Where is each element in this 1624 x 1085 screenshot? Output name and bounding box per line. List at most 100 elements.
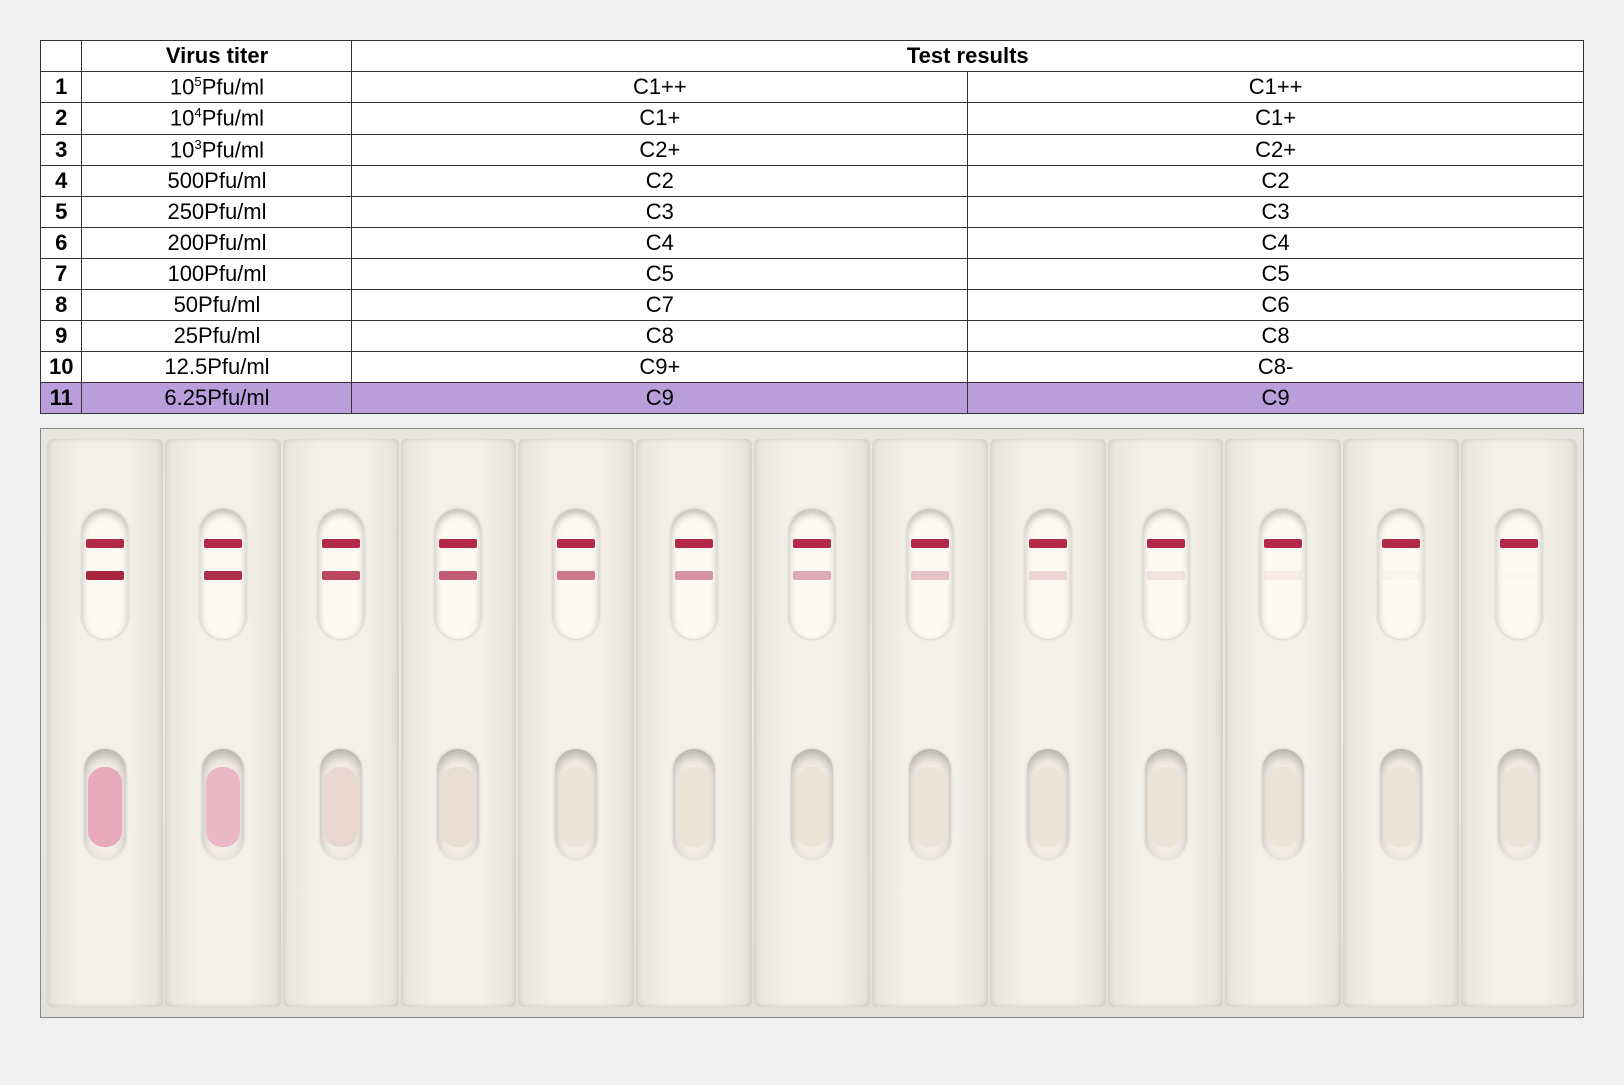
result-window [1025, 509, 1071, 639]
row-index: 8 [41, 289, 82, 320]
table-row: 850Pfu/mlC7C6 [41, 289, 1584, 320]
row-index: 4 [41, 165, 82, 196]
row-index: 5 [41, 196, 82, 227]
test-band [1147, 571, 1185, 580]
test-band [439, 571, 477, 580]
result-window [553, 509, 599, 639]
cell-virus-titer: 103Pfu/ml [82, 134, 352, 165]
control-band [86, 539, 124, 548]
table-row: 925Pfu/mlC8C8 [41, 320, 1584, 351]
sample-well-fill [1031, 767, 1065, 847]
test-strip [636, 439, 752, 1007]
cell-result-2: C2+ [968, 134, 1584, 165]
table-row: 6200Pfu/mlC4C4 [41, 227, 1584, 258]
sample-well [1380, 749, 1422, 859]
cell-virus-titer: 100Pfu/ml [82, 258, 352, 289]
test-band [204, 571, 242, 580]
row-index: 3 [41, 134, 82, 165]
cell-virus-titer: 500Pfu/ml [82, 165, 352, 196]
result-window [435, 509, 481, 639]
sample-well-fill [1149, 767, 1183, 847]
cell-result-1: C2 [352, 165, 968, 196]
cell-virus-titer: 104Pfu/ml [82, 103, 352, 134]
row-index: 10 [41, 351, 82, 382]
control-band [204, 539, 242, 548]
result-window [1260, 509, 1306, 639]
test-band [911, 571, 949, 580]
figure-container: Virus titer Test results 1105Pfu/mlC1++C… [40, 40, 1584, 1018]
test-band [1029, 571, 1067, 580]
control-band [1500, 539, 1538, 548]
cell-result-1: C1+ [352, 103, 968, 134]
test-strip [401, 439, 517, 1007]
cell-result-2: C8 [968, 320, 1584, 351]
cell-result-2: C1+ [968, 103, 1584, 134]
test-strip [1225, 439, 1341, 1007]
sample-well [437, 749, 479, 859]
control-band [911, 539, 949, 548]
test-strips-panel [40, 428, 1584, 1018]
control-band [322, 539, 360, 548]
table-body: 1105Pfu/mlC1++C1++2104Pfu/mlC1+C1+3103Pf… [41, 72, 1584, 414]
control-band [1264, 539, 1302, 548]
cell-result-1: C2+ [352, 134, 968, 165]
cell-result-1: C3 [352, 196, 968, 227]
cell-result-2: C5 [968, 258, 1584, 289]
sample-well-fill [913, 767, 947, 847]
control-band [439, 539, 477, 548]
test-strip [518, 439, 634, 1007]
table-header-row: Virus titer Test results [41, 41, 1584, 72]
test-strip [1461, 439, 1577, 1007]
result-window [671, 509, 717, 639]
cell-result-2: C8- [968, 351, 1584, 382]
row-index: 1 [41, 72, 82, 103]
cell-result-2: C2 [968, 165, 1584, 196]
sample-well [673, 749, 715, 859]
table-row: 3103Pfu/mlC2+C2+ [41, 134, 1584, 165]
test-band [322, 571, 360, 580]
cell-result-1: C7 [352, 289, 968, 320]
test-band [1500, 571, 1538, 580]
sample-well [791, 749, 833, 859]
cell-result-2: C6 [968, 289, 1584, 320]
result-window [1378, 509, 1424, 639]
row-index: 2 [41, 103, 82, 134]
control-band [1147, 539, 1185, 548]
test-strip [165, 439, 281, 1007]
control-band [793, 539, 831, 548]
cell-virus-titer: 12.5Pfu/ml [82, 351, 352, 382]
sample-well [555, 749, 597, 859]
table-row: 1105Pfu/mlC1++C1++ [41, 72, 1584, 103]
cell-result-1: C9+ [352, 351, 968, 382]
test-strip [1343, 439, 1459, 1007]
cell-result-1: C9 [352, 382, 968, 413]
cell-virus-titer: 250Pfu/ml [82, 196, 352, 227]
cell-virus-titer: 25Pfu/ml [82, 320, 352, 351]
cell-result-1: C4 [352, 227, 968, 258]
sample-well [1262, 749, 1304, 859]
sample-well-fill [324, 767, 358, 847]
row-index: 7 [41, 258, 82, 289]
cell-result-1: C1++ [352, 72, 968, 103]
test-strip [990, 439, 1106, 1007]
result-window [789, 509, 835, 639]
test-band [1382, 571, 1420, 580]
sample-well-fill [1384, 767, 1418, 847]
result-window [200, 509, 246, 639]
header-blank [41, 41, 82, 72]
results-table: Virus titer Test results 1105Pfu/mlC1++C… [40, 40, 1584, 414]
row-index: 6 [41, 227, 82, 258]
cell-result-2: C4 [968, 227, 1584, 258]
table-row: 4500Pfu/mlC2C2 [41, 165, 1584, 196]
sample-well [1145, 749, 1187, 859]
sample-well [202, 749, 244, 859]
test-strip [754, 439, 870, 1007]
sample-well-fill [441, 767, 475, 847]
result-window [907, 509, 953, 639]
control-band [1382, 539, 1420, 548]
test-strip [47, 439, 163, 1007]
test-strip [872, 439, 988, 1007]
sample-well [1027, 749, 1069, 859]
table-row: 5250Pfu/mlC3C3 [41, 196, 1584, 227]
control-band [675, 539, 713, 548]
